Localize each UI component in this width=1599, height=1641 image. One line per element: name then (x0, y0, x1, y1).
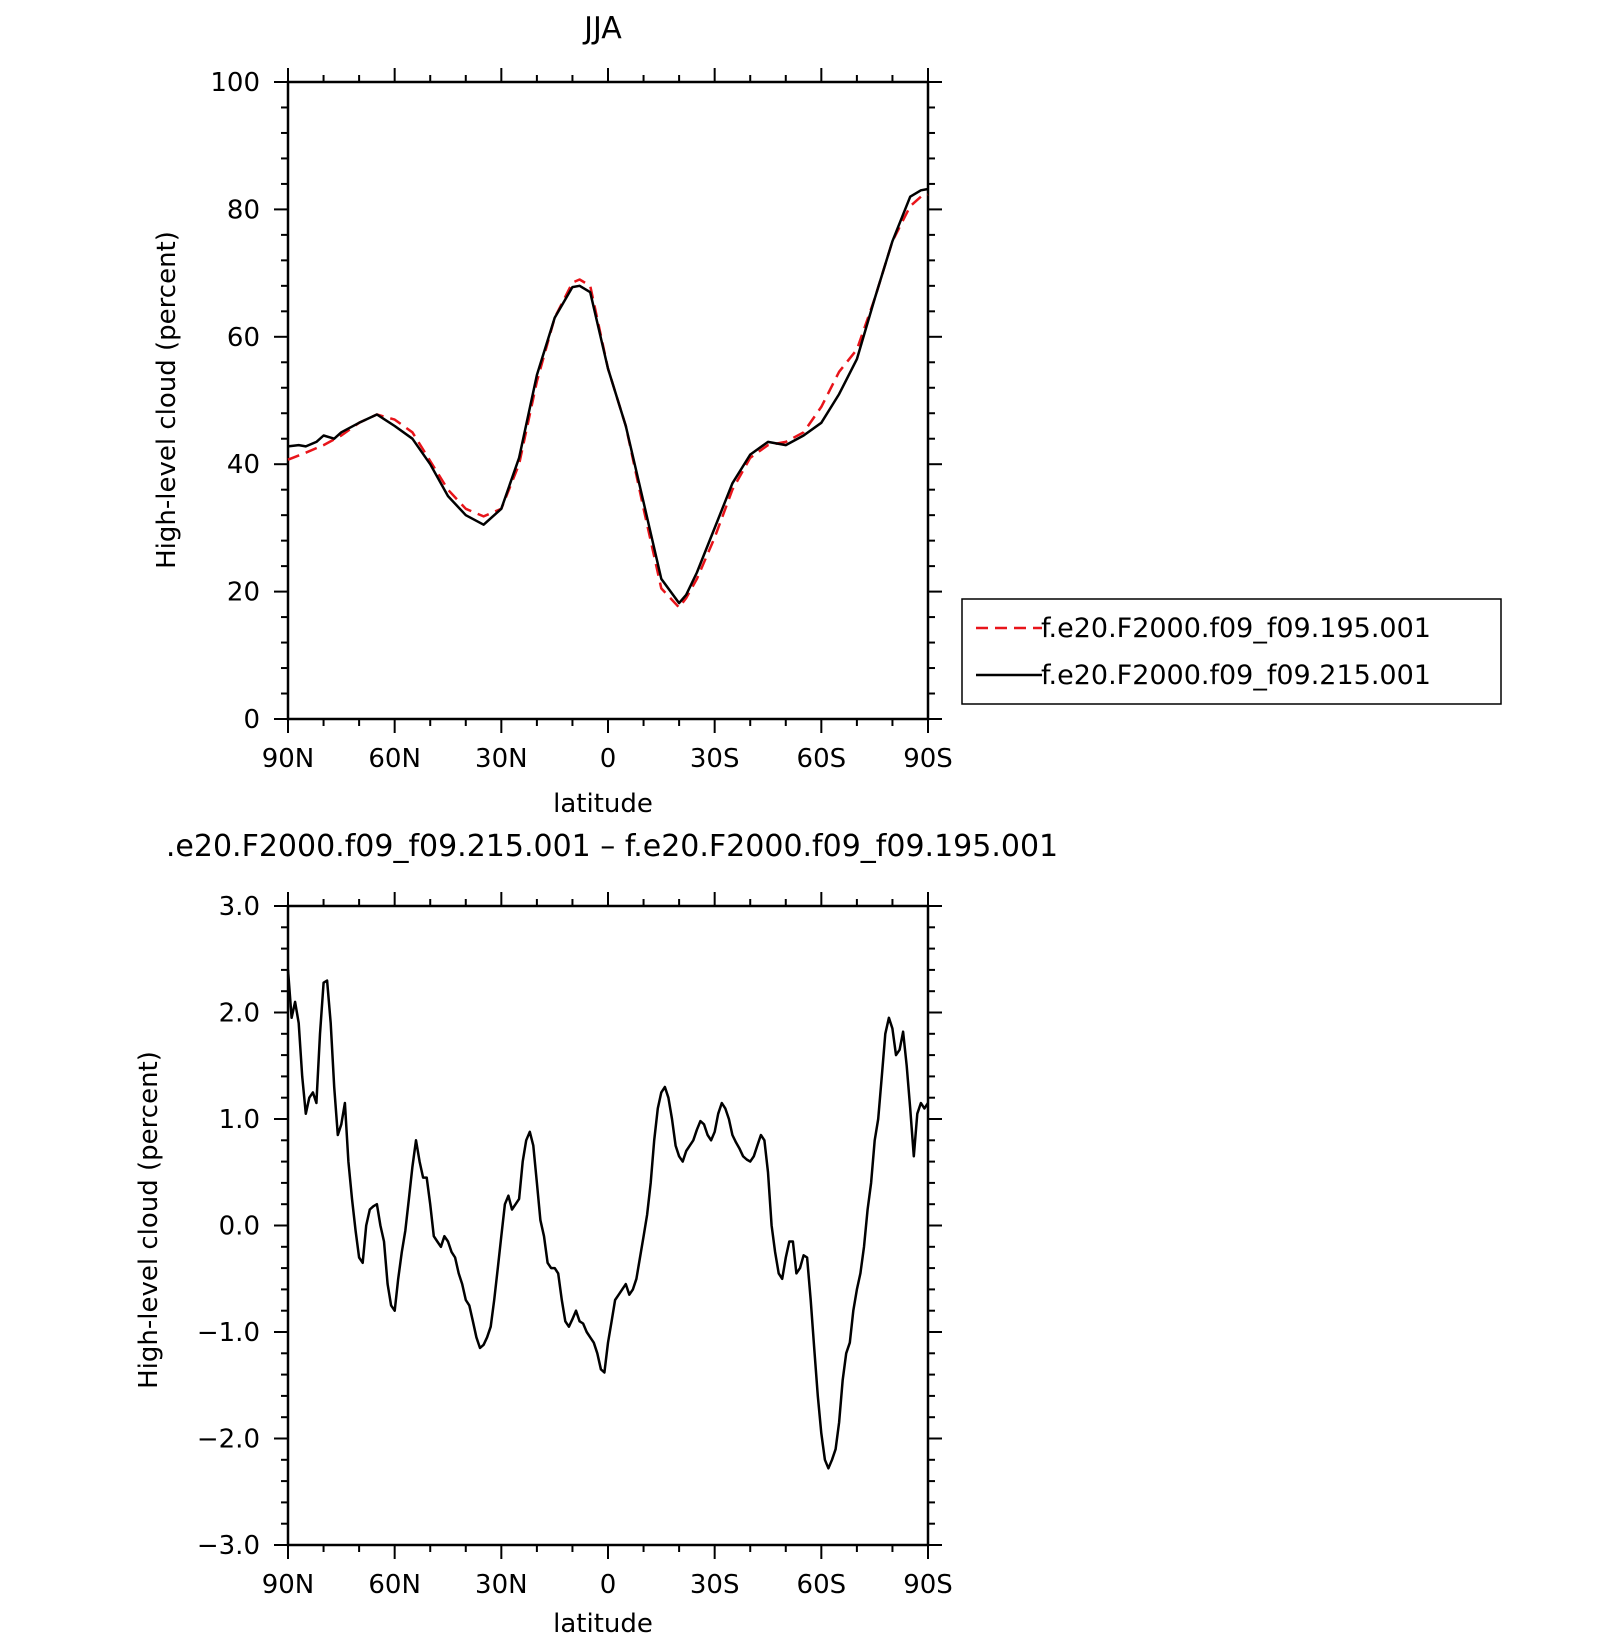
top-chart-x-tick-label: 60N (368, 744, 421, 774)
top-chart-y-tick-label: 20 (227, 578, 260, 608)
top-chart-plot-frame (286, 80, 930, 721)
bottom-chart-x-tick-label: 90N (262, 1570, 315, 1600)
top-chart-title: JJA (582, 11, 622, 46)
top-chart-y-tick-label: 0 (243, 705, 260, 735)
top-chart-y-tick-label: 100 (210, 68, 260, 98)
legend-label-series-195: f.e20.F2000.f09_f09.195.001 (1041, 613, 1431, 644)
bottom-chart-y-tick-label: 0.0 (219, 1212, 260, 1242)
bottom-chart-y-tick-label: 2.0 (219, 999, 260, 1029)
bottom-chart-x-tick-label: 60S (797, 1570, 847, 1600)
top-chart-x-tick-label: 0 (600, 744, 617, 774)
top-chart-y-axis-label: High-level cloud (percent) (152, 231, 182, 569)
bottom-chart-y-tick-label: 3.0 (219, 892, 260, 922)
top-chart-legend: f.e20.F2000.f09_f09.195.001 f.e20.F2000.… (961, 598, 1502, 705)
top-chart-x-tick-label: 30N (475, 744, 528, 774)
bottom-chart-x-tick-label: 30N (475, 1570, 528, 1600)
top-chart-y-tick-label: 40 (227, 450, 260, 480)
legend-label-series-215: f.e20.F2000.f09_f09.215.001 (1041, 660, 1431, 691)
bottom-chart-y-tick-label: 1.0 (219, 1105, 260, 1135)
top-chart-y-tick-label: 80 (227, 195, 260, 225)
bottom-chart-series-line-0 (286, 969, 930, 1470)
top-chart-x-tick-label: 60S (797, 744, 847, 774)
top-chart-x-tick-label: 90S (903, 744, 953, 774)
bottom-chart-y-tick-label: −1.0 (197, 1318, 260, 1348)
top-chart-x-tick-label: 90N (262, 744, 315, 774)
top-chart-panel: JJA latitude High-level cloud (percent) … (152, 11, 1502, 819)
bottom-chart-panel: .e20.F2000.f09_f09.215.001 – f.e20.F2000… (134, 829, 1058, 1639)
bottom-chart-plot-frame (286, 904, 930, 1547)
top-chart-x-axis-label: latitude (553, 789, 653, 819)
bottom-chart-x-tick-label: 90S (903, 1570, 953, 1600)
bottom-chart-x-axis-label: latitude (553, 1609, 653, 1639)
bottom-chart-y-tick-label: −2.0 (197, 1425, 260, 1455)
bottom-chart-x-tick-label: 0 (600, 1570, 617, 1600)
bottom-chart-y-tick-label: −3.0 (197, 1531, 260, 1561)
top-chart-series-line-0 (287, 193, 929, 609)
legend-box (961, 598, 1502, 705)
bottom-chart-title: .e20.F2000.f09_f09.215.001 – f.e20.F2000… (166, 829, 1058, 864)
top-chart-y-tick-label: 60 (227, 323, 260, 353)
bottom-chart-x-tick-label: 60N (368, 1570, 421, 1600)
bottom-chart-x-tick-label: 30S (690, 1570, 740, 1600)
top-chart-series-line-1 (287, 187, 929, 605)
bottom-chart-y-axis-label: High-level cloud (percent) (134, 1051, 164, 1389)
top-chart-x-tick-label: 30S (690, 744, 740, 774)
